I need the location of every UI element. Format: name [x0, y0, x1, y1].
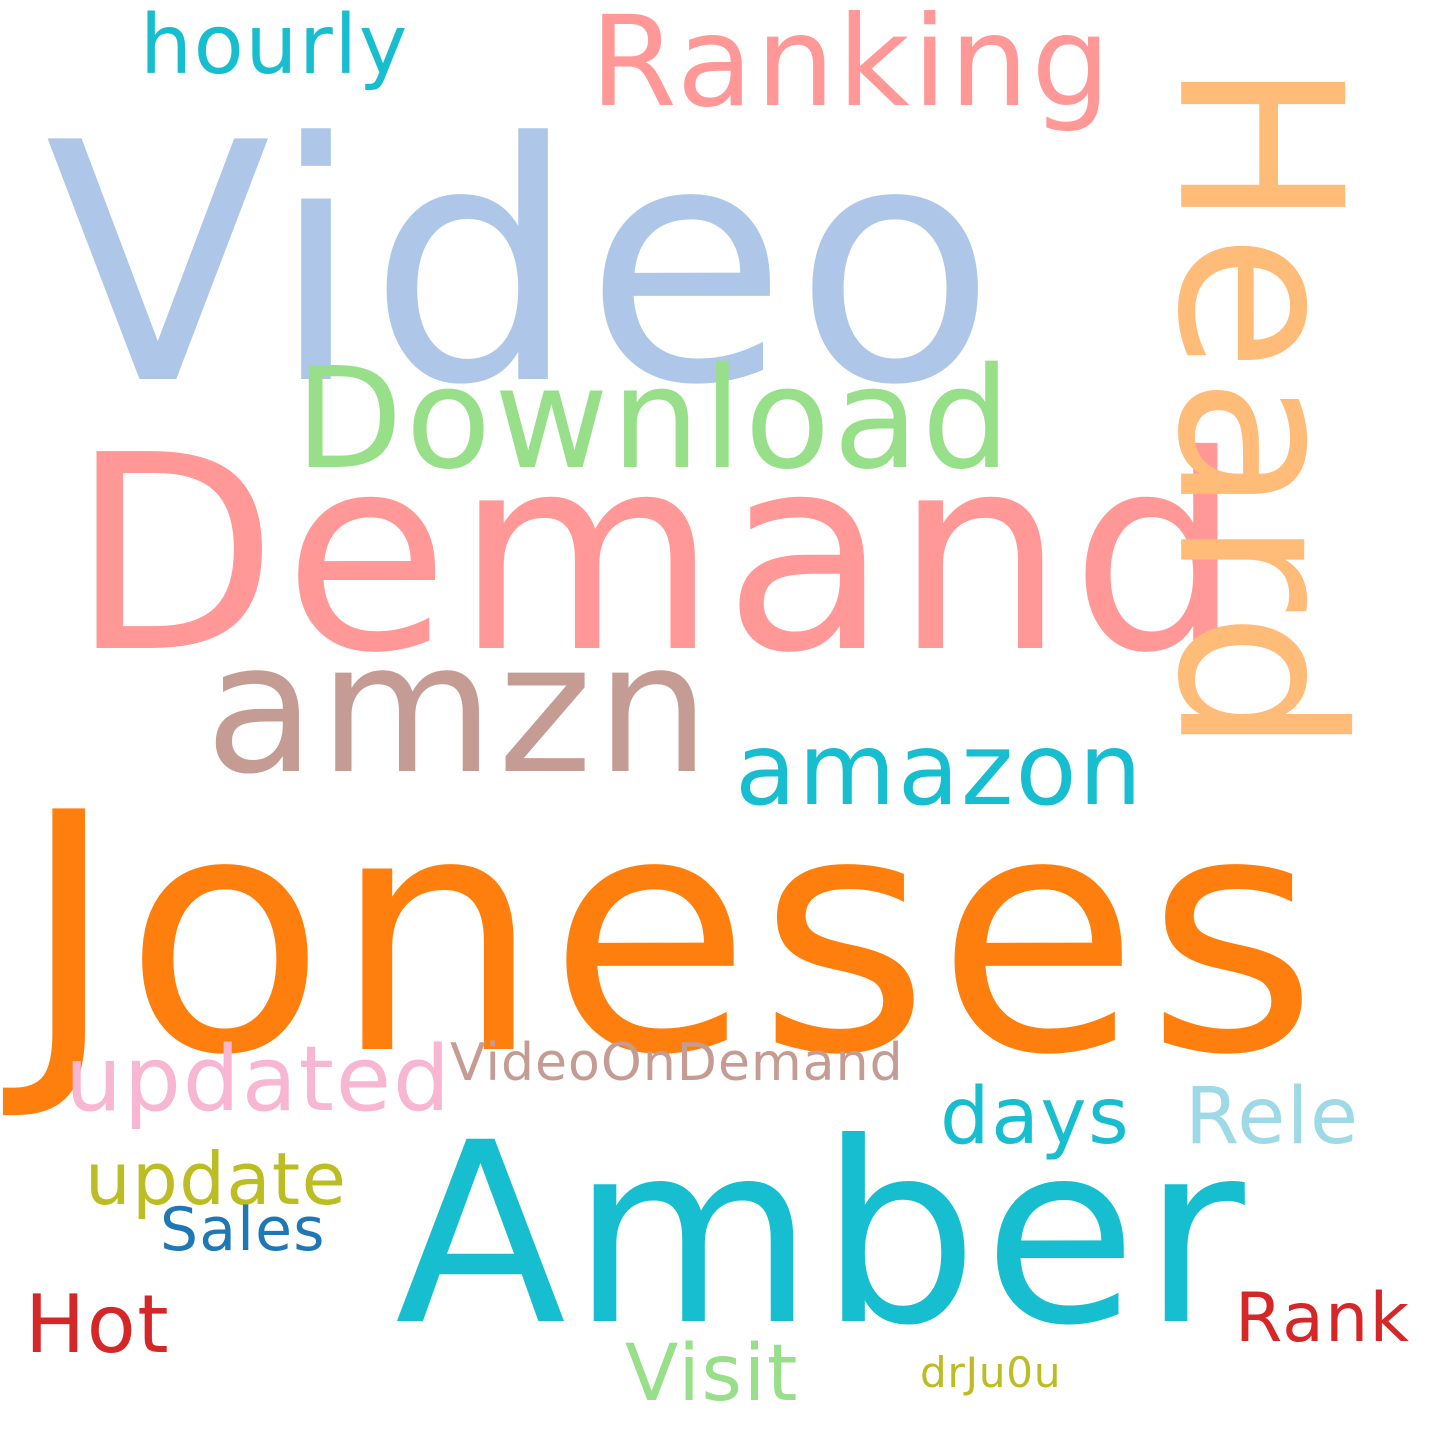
word-heard: Heard [1127, 59, 1390, 760]
word-rele: Rele [1185, 1072, 1360, 1162]
word-amzn: amzn [205, 605, 714, 814]
word-ranking: Ranking [590, 0, 1114, 135]
word-sales: Sales [160, 1195, 326, 1265]
word-hourly: hourly [140, 0, 409, 93]
word-amber: Amber [395, 1089, 1250, 1380]
word-rank: Rank [1235, 1279, 1411, 1358]
word-visit: Visit [625, 1329, 800, 1419]
word-update: update [85, 1137, 348, 1221]
word-updated: updated [65, 1027, 452, 1132]
word-amazon: amazon [735, 711, 1145, 828]
word-download: Download [295, 338, 1014, 501]
word-drju0u: drJu0u [920, 1348, 1062, 1397]
word-demand: Demand [70, 397, 1248, 712]
word-video: Video [45, 73, 1003, 457]
word-joneses: Joneses [20, 743, 1325, 1127]
word-hot: Hot [25, 1278, 171, 1371]
word-days: days [940, 1072, 1131, 1162]
word-videoondemand: VideoOnDemand [450, 1033, 904, 1093]
